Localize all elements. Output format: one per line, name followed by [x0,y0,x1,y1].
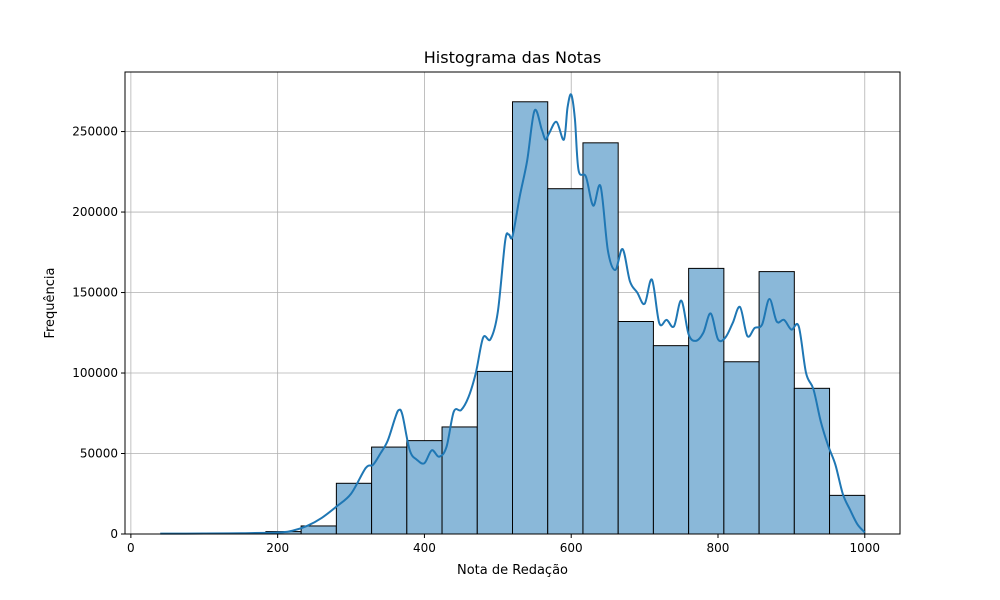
histogram-bar [688,267,725,535]
plot-frame [124,71,901,535]
y-tick-label: 50000 [80,447,118,461]
histogram-bar [335,482,373,535]
kde-curve-layer [160,93,866,535]
histogram-bar [547,188,584,535]
y-tick-label: 150000 [72,286,118,300]
histogram-bar [723,361,760,535]
histogram-bar [476,370,514,535]
y-axis-ticks: 0 50000 100000 150000 200000 250000 [72,125,125,541]
histogram-bar [582,142,619,535]
histogram-bar [758,271,795,535]
histogram-bar [512,101,549,535]
kde-curve [160,93,866,535]
x-axis-ticks: 0 200 400 600 800 1000 [127,534,880,555]
x-tick-label: 800 [707,541,730,555]
x-tick-label: 400 [413,541,436,555]
y-tick-label: 200000 [72,205,118,219]
y-tick-label: 100000 [72,366,118,380]
x-tick-label: 600 [560,541,583,555]
y-axis-label: Frequência [43,267,58,338]
histogram-bar [652,345,690,535]
x-tick-label: 200 [266,541,289,555]
histogram-bars [265,101,866,535]
x-tick-label: 0 [127,541,135,555]
x-tick-label: 1000 [849,541,880,555]
histogram-bar [793,387,831,535]
x-axis-label: Nota de Redação [457,563,568,578]
chart-title: Histograma das Notas [424,48,601,67]
histogram-bar [617,321,654,535]
y-tick-label: 0 [110,527,118,541]
y-tick-label: 250000 [72,125,118,139]
